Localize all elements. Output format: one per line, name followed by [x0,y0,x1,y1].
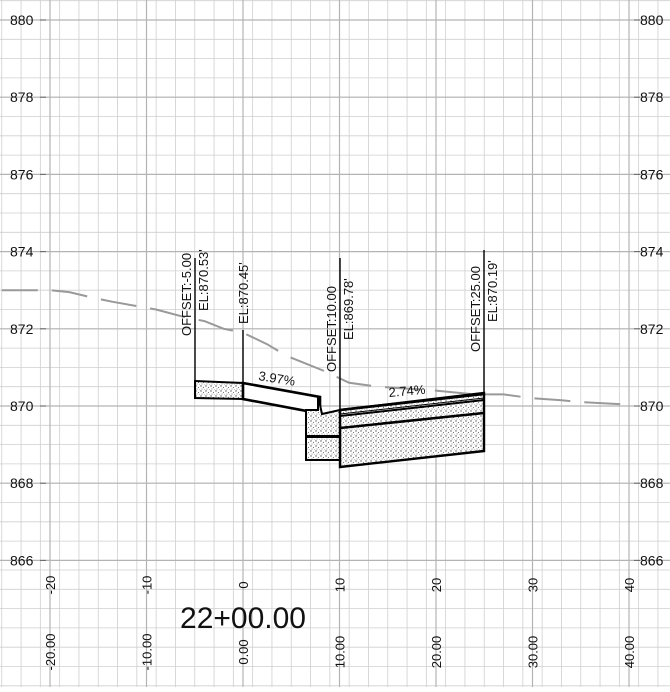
elevation-label: 880 [640,12,664,28]
callout-elevation-right: EL:870.19' [485,260,500,322]
elevation-label: 878 [10,89,34,105]
curb-base [305,436,341,461]
elevation-label: 872 [10,321,34,337]
pavement-layer-1 [339,399,485,417]
offset-labels-bottom: -20.00 -10.00 0.00 10.00 20.00 30.00 40.00 [43,634,637,671]
offset-label-bottom: 20.00 [429,636,444,669]
offset-labels: -20 -10 0 10 20 30 40 [43,576,637,595]
elevation-labels-right: 880 878 876 874 872 870 868 866 [634,12,664,568]
offset-label: -10 [140,576,155,595]
station-label: 22+00.00 [180,602,306,635]
offset-label-bottom: 10.00 [333,636,348,669]
offset-label-bottom: 0.00 [236,639,251,664]
elevation-label: 876 [10,166,34,182]
roadway-surface [339,392,485,412]
callout-elevation-edge: EL:870.45' [236,262,251,324]
elevation-label: 870 [10,398,34,414]
offset-label: 40 [622,578,637,592]
elevation-label: 866 [640,552,664,568]
offset-label: 0 [236,581,251,588]
callout-leaders [194,250,485,410]
offset-label-bottom: 40.00 [622,636,637,669]
offset-label-bottom: -10.00 [140,634,155,671]
grade-label-right: 2.74% [388,382,426,400]
elevation-label: 866 [10,552,34,568]
callout-offset-left: OFFSET:-5.00 [179,253,194,336]
elevation-label: 868 [640,475,664,491]
callout-offset-right: OFFSET:25.00 [468,266,483,352]
callout-offset-center: OFFSET:10.00 [324,286,339,372]
existing-ground-line [1,289,629,406]
offset-label: -20 [43,576,58,595]
offset-label: 10 [333,578,348,592]
callout-elevation-center: EL:869.78' [341,278,356,340]
pavement-sections [194,379,486,469]
elevation-label: 876 [640,166,664,182]
callout-elevation-left: EL:870.53' [196,249,211,311]
offset-label-bottom: -20.00 [43,634,58,671]
roadway-pavement [338,391,486,469]
offset-label: 30 [526,578,541,592]
pavement-layer-3 [339,397,485,415]
grade-label-left: 3.97% [258,368,297,389]
pavement-layer-2 [339,411,485,430]
elevation-label: 874 [10,244,34,260]
left-curb-block [194,379,244,401]
elevation-label: 872 [640,321,664,337]
elevation-label: 874 [640,244,664,260]
elevation-label: 868 [10,475,34,491]
elevation-label: 880 [10,12,34,28]
elevation-labels-left: 880 878 876 874 872 870 868 866 [10,12,46,568]
offset-label: 20 [429,578,444,592]
elevation-label: 878 [640,89,664,105]
offset-label-bottom: 30.00 [526,636,541,669]
elevation-label: 870 [640,398,664,414]
